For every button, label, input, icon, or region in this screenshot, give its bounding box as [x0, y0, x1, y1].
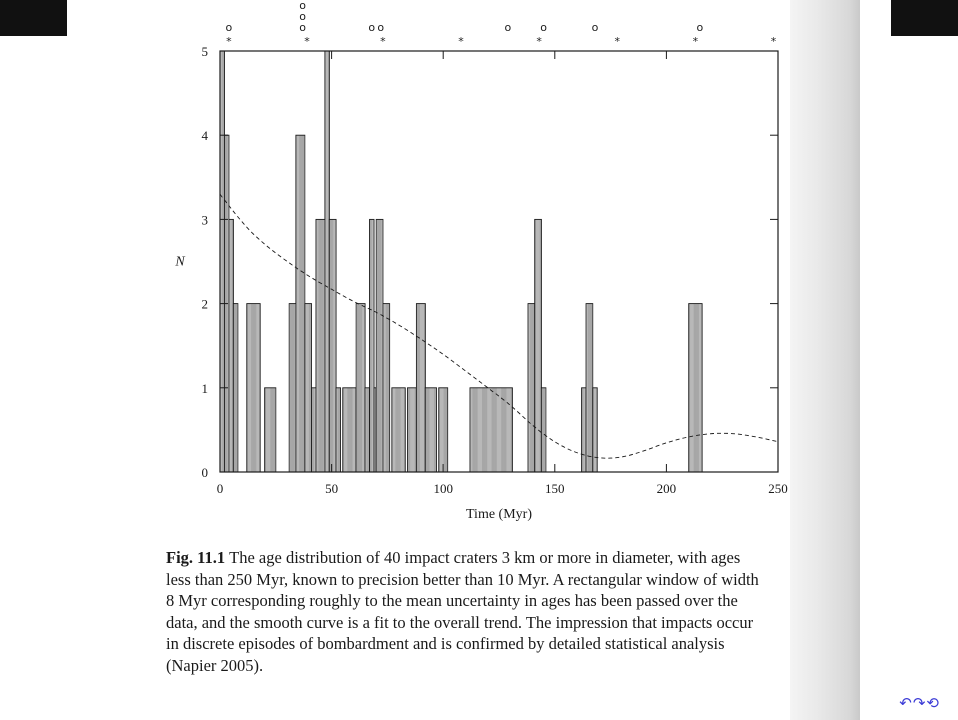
histogram-bar [246, 303, 261, 473]
histogram-bar [232, 303, 239, 473]
x-tick-label: 50 [325, 481, 338, 496]
x-axis-label: Time (Myr) [466, 507, 532, 522]
star-marker: * [226, 35, 232, 48]
circle-marker: o [592, 21, 599, 34]
beamer-nav-icons[interactable]: ↶↷⟲ [899, 694, 940, 712]
histogram-bar [375, 218, 384, 473]
circle-marker: o [377, 21, 384, 34]
y-tick-label: 2 [202, 297, 209, 312]
caption-text: The age distribution of 40 impact crater… [166, 548, 759, 675]
bar-group [219, 50, 703, 473]
star-marker: * [380, 35, 386, 48]
x-tick-label: 250 [768, 481, 788, 496]
histogram-bar [382, 303, 391, 473]
plot-frame [219, 50, 779, 473]
circle-marker: o [368, 21, 375, 34]
histogram-bar [315, 218, 326, 473]
histogram-bar [342, 387, 357, 473]
slide-corner-left [0, 0, 67, 36]
histogram-bar [424, 387, 437, 473]
histogram-bar [534, 218, 542, 473]
circle-marker: o [540, 21, 547, 34]
slide-corner-right [891, 0, 958, 36]
star-marker: * [693, 35, 699, 48]
histogram-bar [355, 303, 366, 473]
star-marker: * [536, 35, 542, 48]
histogram-bar [407, 387, 417, 473]
histogram-bar [688, 303, 703, 473]
histogram-bar [288, 303, 297, 473]
histogram-bar [527, 303, 536, 473]
y-tick-label: 4 [202, 128, 209, 143]
star-marker: * [458, 35, 464, 48]
circle-marker: o [299, 21, 306, 34]
histogram-bar [335, 387, 341, 473]
histogram-bar [328, 218, 337, 473]
x-tick-label: 150 [545, 481, 565, 496]
circle-marker: o [299, 10, 306, 23]
x-tick-label: 100 [433, 481, 453, 496]
star-marker: * [304, 35, 310, 48]
y-tick-label: 3 [202, 212, 209, 227]
y-tick-label: 1 [202, 381, 209, 396]
histogram-bar [311, 387, 317, 473]
histogram-bar [415, 303, 426, 473]
histogram-bar [581, 387, 587, 473]
histogram-bar [391, 387, 406, 473]
y-tick-label: 5 [202, 44, 209, 59]
star-marker: * [615, 35, 621, 48]
histogram-bar [585, 303, 594, 473]
page-edge [790, 0, 860, 720]
trend-curve [219, 193, 779, 459]
histogram-bar [364, 387, 370, 473]
x-tick-label: 200 [657, 481, 677, 496]
x-tick-label: 0 [217, 481, 224, 496]
star-marker: * [771, 35, 777, 48]
circle-marker: o [697, 21, 704, 34]
caption-label: Fig. 11.1 [166, 548, 226, 567]
histogram-bar [592, 387, 598, 473]
histogram-bar [228, 218, 234, 473]
figure-caption: Fig. 11.1 The age distribution of 40 impa… [166, 547, 806, 676]
tick-group: 0 50 100 150 200 250 0 1 2 3 4 5 [202, 44, 788, 496]
y-tick-label: 0 [202, 465, 209, 480]
circle-marker: o [505, 21, 512, 34]
histogram-bar [438, 387, 449, 473]
y-axis-label: N [174, 255, 185, 270]
histogram-bar [540, 387, 547, 473]
scanned-page [67, 0, 861, 720]
histogram-bar [369, 218, 375, 473]
histogram-bar [295, 134, 306, 473]
circle-marker: o [226, 21, 233, 34]
histogram-bar [469, 387, 513, 473]
histogram-bar [324, 50, 330, 473]
histogram-bar [219, 50, 225, 473]
histogram-bar [304, 303, 312, 473]
histogram-bar [264, 387, 277, 473]
circle-marker: o [299, 0, 306, 12]
